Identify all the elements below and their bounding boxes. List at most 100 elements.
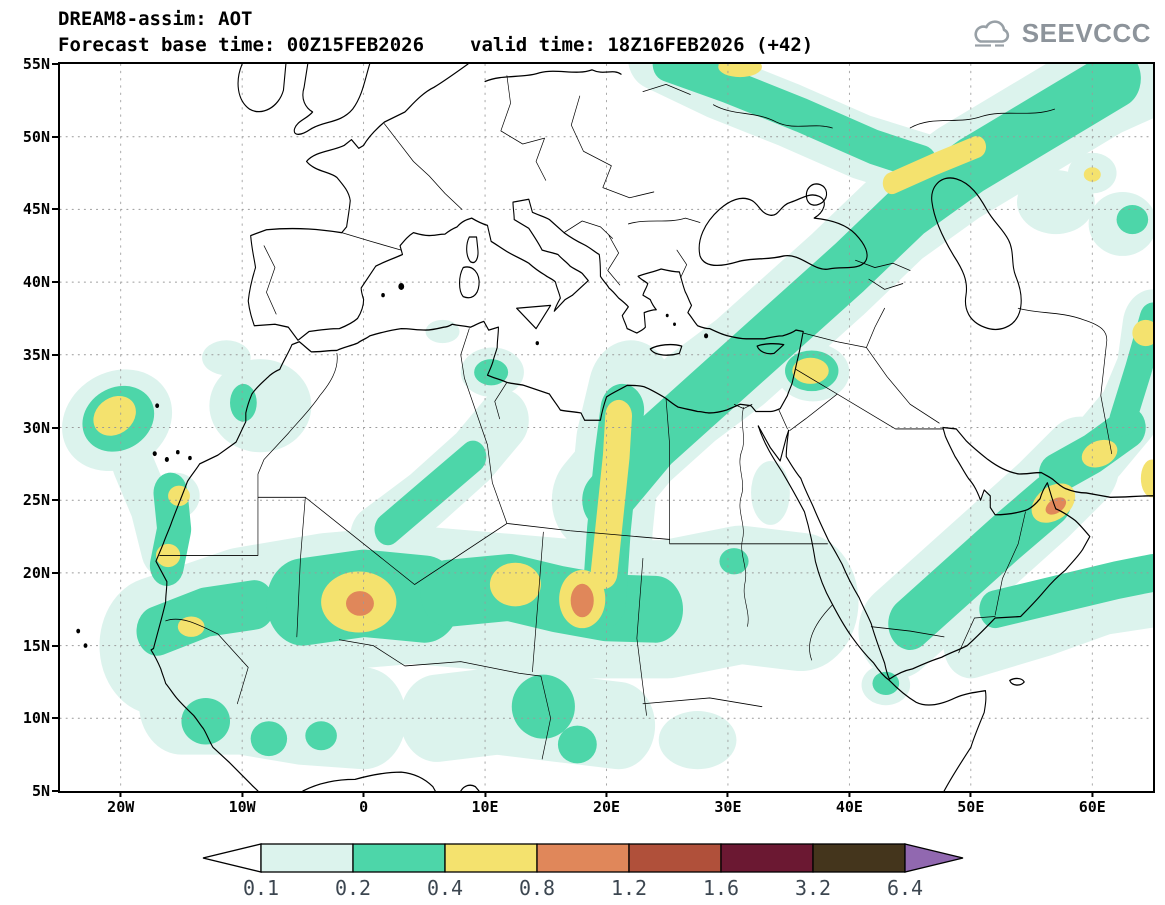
island-cape-verde-2 <box>83 643 88 648</box>
coast-caspian-sea <box>931 177 1022 331</box>
aot-contour-band <box>979 553 1153 629</box>
colorbar-under-arrow <box>202 843 262 873</box>
lat-tick-20N: 20N <box>22 563 50 582</box>
aot-contour-band <box>374 440 487 546</box>
colorbar-segment <box>719 843 814 873</box>
lat-tick-50N: 50N <box>22 127 50 146</box>
aot-contour-blob <box>1132 319 1153 347</box>
lat-tick-5N: 5N <box>31 782 50 800</box>
coast-baltic <box>484 69 622 83</box>
lon-tick-60E: 60E <box>1078 798 1106 816</box>
lat-tick-45N: 45N <box>22 200 50 219</box>
aot-contour-blob <box>557 725 597 764</box>
island-cyclades-2 <box>673 322 676 327</box>
seevccc-logo: SEEVCCC <box>971 18 1151 49</box>
colorbar-label: 3.2 <box>794 876 830 899</box>
aot-contour-blob <box>202 340 251 376</box>
colorbar-over-arrow <box>903 843 963 873</box>
aot-contour-band <box>888 474 1072 650</box>
coast-black-sea <box>698 194 868 270</box>
country-borders <box>159 75 1113 760</box>
island-corsica <box>466 236 479 264</box>
aot-contour-blob <box>93 395 136 436</box>
aot-contour-blob <box>792 357 829 384</box>
aot-contour-blob <box>489 562 541 607</box>
coast-britain <box>293 64 371 135</box>
aot-contour-blob <box>177 616 205 637</box>
lon-tick-10W: 10W <box>228 798 256 816</box>
aot-contour-band <box>882 135 987 195</box>
colorbar-segment <box>627 843 722 873</box>
island-malta <box>535 341 539 346</box>
aot-contour-blob <box>181 697 231 745</box>
coast-ireland <box>237 64 287 113</box>
colorbar-label: 0.4 <box>426 876 462 899</box>
colorbar: 0.1 0.2 0.4 0.8 1.2 1.6 3.2 6.4 <box>202 843 963 899</box>
latitude-axis: 55N 50N 45N 40N 35N 30N 25N 20N 15N 10N 5N <box>6 55 60 800</box>
island-sardinia <box>459 266 480 299</box>
nile-river <box>733 403 753 627</box>
island-mallorca <box>398 282 405 290</box>
aot-contour-blob <box>751 460 790 525</box>
island-sicily <box>516 304 552 330</box>
valid-time: valid time: 18Z16FEB2026 (+42) <box>470 34 814 56</box>
coast-redsea-africa <box>757 425 987 791</box>
aot-contour-blob <box>474 359 509 386</box>
colorbar-segment <box>811 843 906 873</box>
colorbar-segment <box>259 843 354 873</box>
coast-iran <box>942 426 1153 498</box>
longitude-axis: 20W 10W 0 10E 20E 30E 40E 50E 60E <box>60 791 1153 821</box>
colorbar-label: 6.4 <box>886 876 922 899</box>
borders-mideast <box>778 259 1113 654</box>
colorbar-segment <box>443 843 538 873</box>
lat-tick-25N: 25N <box>22 491 50 510</box>
borders-africa <box>159 328 833 760</box>
colorbar-label: 0.2 <box>334 876 370 899</box>
aot-contour-layer <box>62 64 1153 770</box>
forecast-base-time: Forecast base time: 00Z15FEB2026 <box>58 34 425 56</box>
coast-sinai <box>757 425 790 462</box>
aot-contour-blob <box>209 359 312 453</box>
lat-tick-15N: 15N <box>22 636 50 655</box>
island-cape-verde-1 <box>76 628 81 634</box>
island-socotra <box>1009 677 1025 686</box>
lon-tick-20W: 20W <box>107 798 135 816</box>
aot-contour-blob <box>570 583 594 618</box>
aot-contour-band <box>590 399 633 589</box>
island-ibiza <box>381 293 385 298</box>
island-crete <box>649 343 683 356</box>
aot-contour-blob <box>425 319 460 344</box>
colorbar-segment <box>351 843 446 873</box>
cloud-icon <box>974 19 1009 47</box>
island-rhodes <box>704 333 709 339</box>
aot-contour-blob <box>658 711 737 770</box>
coast-main <box>150 64 804 791</box>
aot-contour-band <box>943 561 1153 679</box>
lon-tick-50E: 50E <box>957 798 985 816</box>
aot-contour-band <box>652 64 937 181</box>
coast-arabia <box>785 426 1091 680</box>
aot-contour-blob <box>718 64 762 78</box>
aot-contour-blob <box>1081 439 1118 468</box>
island-cyclades-1 <box>665 313 669 318</box>
aot-contour-blob <box>719 548 749 575</box>
chart-subtitle: Forecast base time: 00Z15FEB2026 valid t… <box>58 32 813 58</box>
lat-tick-35N: 35N <box>22 345 50 364</box>
island-madeira <box>155 403 160 409</box>
lat-tick-10N: 10N <box>22 709 50 728</box>
colorbar-label: 1.6 <box>702 876 738 899</box>
aot-contour-blob <box>305 721 337 751</box>
aot-contour-blob <box>1140 459 1153 498</box>
aot-contour-blob <box>250 721 288 757</box>
colorbar-segment <box>535 843 630 873</box>
rivers <box>733 403 753 627</box>
lat-tick-40N: 40N <box>22 273 50 292</box>
chart-title: DREAM8-assim: AOT <box>58 8 253 30</box>
lon-tick-10E: 10E <box>471 798 499 816</box>
aot-contour-blob <box>346 591 374 616</box>
lon-tick-30E: 30E <box>714 798 742 816</box>
lat-tick-30N: 30N <box>22 418 50 437</box>
aot-contour-band <box>582 64 1141 530</box>
aot-contour-blob <box>1045 497 1067 515</box>
